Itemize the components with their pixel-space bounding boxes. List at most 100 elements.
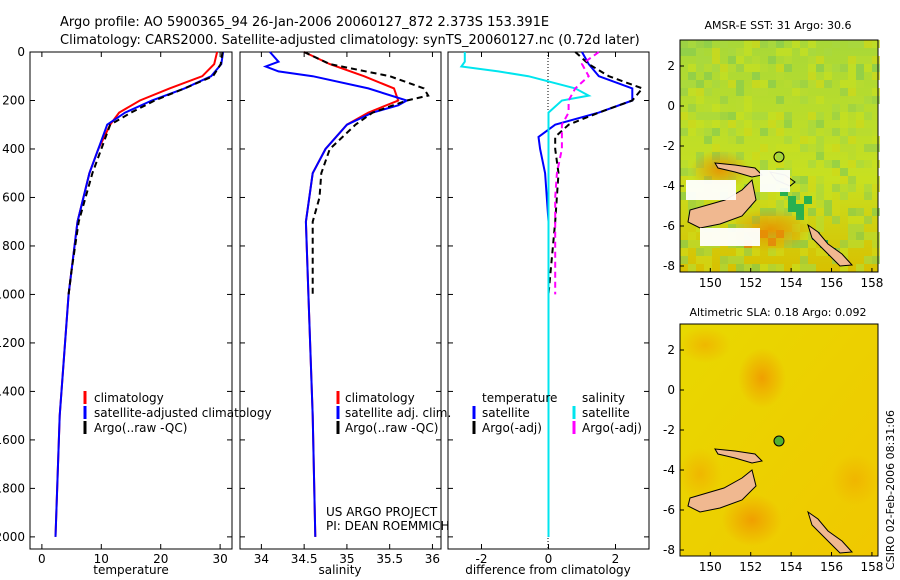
- sst-pixel: [680, 48, 688, 56]
- sst-pixel: [832, 40, 840, 48]
- sst-pixel: [872, 176, 880, 184]
- sst-pixel: [872, 64, 880, 72]
- sst-pixel: [848, 40, 856, 48]
- sst-pixel: [848, 232, 856, 240]
- sst-pixel: [816, 224, 824, 232]
- temperature-xlabel: temperature: [93, 563, 168, 577]
- sst-pixel: [776, 128, 784, 136]
- difference-panel: -2 0 2 difference from climatology: [447, 51, 650, 577]
- sst-pixel: [752, 80, 760, 88]
- sst-pixel: [800, 264, 808, 272]
- sst-pixel: [784, 96, 792, 104]
- sst-pixel: [696, 96, 704, 104]
- sst-pixel: [864, 64, 872, 72]
- sst-pixel: [808, 40, 816, 48]
- map-y-tick-label: -4: [663, 179, 675, 193]
- sst-pixel: [744, 40, 752, 48]
- sst-pixel: [752, 72, 760, 80]
- sst-pixel: [752, 112, 760, 120]
- sst-pixel: [848, 176, 856, 184]
- sst-land-new-ireland: [714, 162, 764, 178]
- sst-pixel: [848, 184, 856, 192]
- sst-pixel: [792, 144, 800, 152]
- sst-pixel: [776, 264, 784, 272]
- sst-pixel: [848, 216, 856, 224]
- sst-pixel: [800, 240, 808, 248]
- sst-pixel: [768, 248, 776, 256]
- sst-pixel: [744, 112, 752, 120]
- sst-pixel: [856, 160, 864, 168]
- sst-pixel: [848, 104, 856, 112]
- sst-pixel: [840, 144, 848, 152]
- sst-pixel: [872, 56, 880, 64]
- sst-pixel: [688, 232, 696, 240]
- map-x-tick-label: 152: [739, 276, 762, 290]
- sst-pixel: [752, 56, 760, 64]
- sst-pixel: [760, 80, 768, 88]
- sst-pixel: [736, 136, 744, 144]
- sst-pixel: [808, 80, 816, 88]
- sst-pixel: [680, 248, 688, 256]
- sst-pixel: [816, 208, 824, 216]
- x-tick-label: 0: [545, 552, 553, 566]
- sst-pixel: [736, 64, 744, 72]
- sst-pixel: [856, 216, 864, 224]
- x-tick-label: 34: [254, 552, 269, 566]
- sst-pixel: [688, 72, 696, 80]
- sst-pixel: [680, 240, 688, 248]
- sst-pixel: [760, 144, 768, 152]
- sst-pixel: [776, 64, 784, 72]
- sst-pixel: [712, 120, 720, 128]
- sst-pixel: [832, 160, 840, 168]
- sst-pixel: [800, 248, 808, 256]
- map-y-tick-label: -2: [663, 423, 675, 437]
- sst-pixel: [832, 104, 840, 112]
- sla-float-marker: [773, 435, 785, 447]
- sst-pixel: [864, 192, 872, 200]
- sst-pixel: [808, 160, 816, 168]
- difference-legend: temperature satellite Argo(-adj) salinit…: [472, 391, 642, 435]
- sst-pixel: [856, 240, 864, 248]
- salinity-xlabel: salinity: [318, 563, 361, 577]
- sst-pixel: [808, 72, 816, 80]
- sst-pixel: [760, 264, 768, 272]
- sst-pixel: [712, 80, 720, 88]
- sst-pixel: [776, 200, 784, 208]
- sst-pixel: [784, 120, 792, 128]
- sst-pixel: [680, 168, 688, 176]
- sst-pixel: [688, 264, 696, 272]
- salinity-legend: climatology satellite adj. clim. Argo(..…: [336, 391, 451, 435]
- sst-pixel: [720, 264, 728, 272]
- series-salinity-argo-adj-: [554, 51, 600, 295]
- sst-pixel: [760, 112, 768, 120]
- sst-pixel: [776, 96, 784, 104]
- sst-pixel: [808, 240, 816, 248]
- sst-pixel: [824, 200, 832, 208]
- sst-pixel: [856, 80, 864, 88]
- map-y-tick-label: 0: [667, 99, 675, 113]
- sst-pixel: [744, 248, 752, 256]
- sla-land-new-ireland: [714, 448, 764, 464]
- sst-pixel: [792, 40, 800, 48]
- sst-pixel: [800, 128, 808, 136]
- sst-pixel: [760, 64, 768, 72]
- sst-pixel: [808, 120, 816, 128]
- sst-pixel: [856, 56, 864, 64]
- map-y-tick-label: 0: [667, 383, 675, 397]
- legend-sal-satellite: satellite adj. clim.: [345, 406, 451, 420]
- sst-pixel: [832, 208, 840, 216]
- sst-pixel: [720, 40, 728, 48]
- sst-pixel: [728, 128, 736, 136]
- title-line-2: Climatology: CARS2000. Satellite-adjuste…: [60, 33, 640, 48]
- sst-pixel: [856, 264, 864, 272]
- map-x-tick-label: 156: [820, 276, 843, 290]
- sst-pixel: [872, 256, 880, 264]
- sst-pixel: [856, 64, 864, 72]
- sst-pixel: [680, 160, 688, 168]
- legend-diff-salinity-heading: salinity: [582, 391, 625, 405]
- legend-sal-climatology: climatology: [345, 391, 415, 405]
- depth-tick-label: 1400: [0, 384, 25, 398]
- x-tick-label: 0: [38, 552, 46, 566]
- map-y-tick-label: -4: [663, 463, 675, 477]
